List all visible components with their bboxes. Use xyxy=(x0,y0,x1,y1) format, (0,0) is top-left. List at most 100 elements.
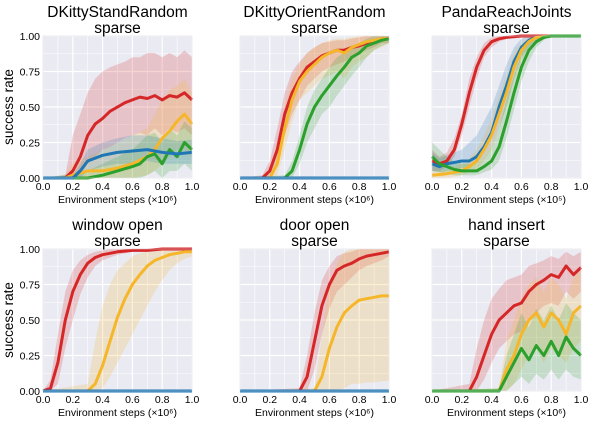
y-tick-label: 0.25 xyxy=(20,351,41,363)
x-tick-label: 0.6 xyxy=(125,181,140,193)
x-tick-label: 1.0 xyxy=(185,394,200,406)
series-band-yellow xyxy=(240,249,389,391)
chart-subtitle: sparse xyxy=(483,20,530,37)
series-line-yellow xyxy=(240,294,389,393)
series-line-green xyxy=(430,34,581,173)
x-tick-label: 0.0 xyxy=(425,394,440,406)
x-tick-label: 0.8 xyxy=(544,181,559,193)
chart-panel-4: 0.0 0.2 0.4 0.6 0.8 1.0 0.00 0.25 0.50 0.75 1.00 wi… xyxy=(1,217,199,419)
x-tick-label: 0.2 xyxy=(65,181,80,193)
x-tick-label: 0.8 xyxy=(544,394,559,406)
series-band-green xyxy=(43,121,192,178)
series-band-yellow xyxy=(432,36,581,178)
x-tick-label: 1.0 xyxy=(574,181,589,193)
x-tick-label: 1.0 xyxy=(574,394,589,406)
x-tick-label: 0.8 xyxy=(352,394,367,406)
x-tick-label: 0.4 xyxy=(292,394,307,406)
x-tick-label: 0.6 xyxy=(322,181,337,193)
x-axis-label: Environment steps (×10⁵) xyxy=(447,194,566,206)
series-line-red xyxy=(43,91,194,180)
series-band-red xyxy=(43,50,192,179)
x-tick-label: 0.8 xyxy=(155,181,170,193)
y-tick-label: 0.75 xyxy=(20,67,41,79)
x-tick-label: 0.8 xyxy=(155,394,170,406)
x-tick-label: 1.0 xyxy=(382,394,397,406)
x-axis-label: Environment steps (×10⁶) xyxy=(255,194,374,206)
chart-title: door open xyxy=(280,217,350,234)
y-tick-label: 1.00 xyxy=(20,244,41,256)
x-tick-label: 0.2 xyxy=(262,181,277,193)
chart-panel-1: 0.0 0.2 0.4 0.6 0.8 1.0 0.00 0.25 0.50 0.75 1.00 DK… xyxy=(1,4,199,206)
x-tick-label: 0.2 xyxy=(262,394,277,406)
x-tick-label: 0.4 xyxy=(484,181,499,193)
series-line-green xyxy=(240,37,390,180)
x-tick-label: 0.0 xyxy=(233,181,248,193)
chart-title: window open xyxy=(71,217,162,234)
x-tick-label: 0.0 xyxy=(36,394,51,406)
plot-frame xyxy=(42,248,193,392)
series-line-red xyxy=(240,250,390,393)
plot-frame xyxy=(239,248,390,392)
x-tick-label: 0.8 xyxy=(352,181,367,193)
x-tick-label: 0.6 xyxy=(514,181,529,193)
series-band-yellow xyxy=(432,270,581,391)
chart-title: PandaReachJoints xyxy=(441,4,571,21)
y-tick-label: 0.00 xyxy=(20,386,41,398)
y-tick-label: 0.75 xyxy=(20,280,41,292)
y-axis-label: success rate xyxy=(1,282,16,358)
series-band-red xyxy=(432,36,581,171)
x-tick-label: 1.0 xyxy=(382,181,397,193)
plot-frame xyxy=(239,35,390,179)
chart-title: DKittyOrientRandom xyxy=(243,4,385,21)
series-line-red xyxy=(432,264,583,393)
x-axis-label: Environment steps (×10⁶) xyxy=(255,407,374,419)
x-tick-label: 0.0 xyxy=(36,181,51,193)
chart-panel-2: 0.0 0.2 0.4 0.6 0.8 1.0 DKittyOrientRandomspar… xyxy=(233,4,397,206)
x-tick-label: 0.4 xyxy=(292,181,307,193)
x-tick-label: 0.6 xyxy=(514,394,529,406)
series-band-red xyxy=(43,249,192,391)
x-tick-label: 0.2 xyxy=(65,394,80,406)
series-band-red xyxy=(432,251,581,391)
series-line-green xyxy=(432,335,583,393)
series-band-green xyxy=(432,36,581,176)
x-tick-label: 0.6 xyxy=(125,394,140,406)
y-tick-label: 0.25 xyxy=(20,138,41,150)
chart-subtitle: sparse xyxy=(483,233,530,250)
chart-subtitle: sparse xyxy=(291,20,338,37)
plot-frame xyxy=(431,248,582,392)
x-tick-label: 0.0 xyxy=(425,181,440,193)
x-axis-label: Environment steps (×10⁶) xyxy=(58,194,177,206)
x-tick-label: 0.0 xyxy=(233,394,248,406)
x-axis-label: Environment steps (×10⁶) xyxy=(447,407,566,419)
x-tick-label: 0.4 xyxy=(484,394,499,406)
x-tick-label: 1.0 xyxy=(185,181,200,193)
series-line-yellow xyxy=(43,250,192,393)
y-tick-label: 0.50 xyxy=(20,315,41,327)
y-tick-label: 0.50 xyxy=(20,102,41,114)
chart-subtitle: sparse xyxy=(94,20,141,37)
series-line-green xyxy=(43,141,194,180)
chart-panel-3: 0.0 0.2 0.4 0.6 0.8 1.0 PandaReachJointssparse… xyxy=(425,4,589,206)
x-tick-label: 0.2 xyxy=(454,394,469,406)
chart-subtitle: sparse xyxy=(291,233,338,250)
x-tick-label: 0.4 xyxy=(95,181,110,193)
series-line-red xyxy=(42,247,192,393)
x-tick-label: 0.2 xyxy=(454,181,469,193)
chart-subtitle: sparse xyxy=(94,233,141,250)
x-tick-label: 0.6 xyxy=(322,394,337,406)
chart-title: DKittyStandRandom xyxy=(47,4,187,21)
y-tick-label: 1.00 xyxy=(20,31,41,43)
series-band-red xyxy=(240,249,389,391)
series-band-blue xyxy=(43,135,192,178)
x-tick-label: 0.4 xyxy=(95,394,110,406)
y-axis-label: success rate xyxy=(1,69,16,145)
y-tick-label: 0.00 xyxy=(20,173,41,185)
series-band-blue xyxy=(432,36,581,173)
series-line-yellow xyxy=(432,304,583,393)
series-line-blue xyxy=(43,148,193,180)
plot-frame xyxy=(42,35,193,179)
